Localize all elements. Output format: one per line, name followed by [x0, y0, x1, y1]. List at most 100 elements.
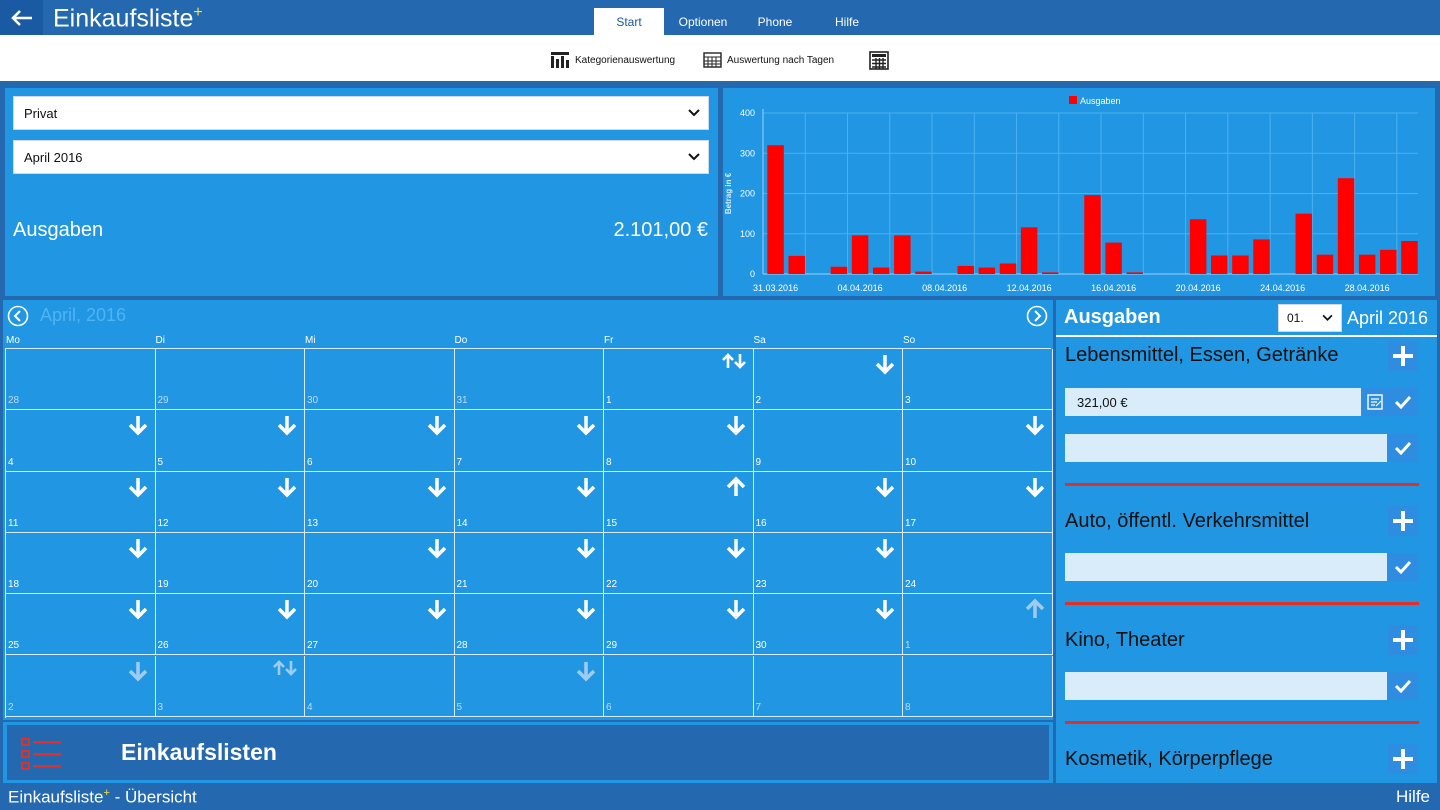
calendar-day-cell[interactable]: 14 [454, 471, 604, 533]
month-select[interactable]: April 2016 [13, 140, 709, 174]
chart-bar[interactable] [915, 271, 932, 274]
calendar-day-cell[interactable]: 26 [155, 594, 305, 656]
calendar-day-cell[interactable]: 10 [903, 410, 1053, 472]
chart-bar[interactable] [767, 145, 784, 274]
kategorienauswertung-button[interactable]: Kategorienauswertung [550, 50, 675, 70]
calendar-day-cell[interactable]: 7 [454, 410, 604, 472]
chart-bar[interactable] [1211, 255, 1228, 274]
chart-bar[interactable] [1126, 272, 1143, 274]
calendar-day-cell[interactable]: 8 [604, 410, 754, 472]
back-button[interactable] [0, 0, 43, 35]
calendar-day-cell[interactable]: 25 [6, 594, 156, 656]
calendar-day-cell[interactable]: 30 [305, 349, 455, 411]
add-kino-button[interactable] [1388, 625, 1418, 655]
calendar-day-cell[interactable]: 30 [753, 594, 903, 656]
tab-phone[interactable]: Phone [757, 14, 793, 29]
chart-bar[interactable] [978, 267, 996, 274]
calendar-day-cell[interactable]: 6 [305, 410, 455, 472]
chart-bar[interactable] [1084, 195, 1101, 274]
calendar-day-cell[interactable]: 23 [753, 532, 903, 595]
calendar-day-cell[interactable]: 12 [155, 471, 305, 533]
confirm-new-entry-button[interactable] [1388, 434, 1418, 462]
chart-bar[interactable] [1105, 242, 1122, 274]
chart-bar[interactable] [1020, 227, 1038, 274]
expense-entry-field[interactable]: 321,00 € [1065, 388, 1361, 416]
calendar-day-cell[interactable]: 19 [155, 532, 305, 595]
tab-start[interactable]: Start [594, 8, 664, 35]
chart-bar[interactable] [957, 265, 974, 274]
calendar-day-cell[interactable]: 16 [753, 471, 903, 533]
chart-bar[interactable] [1337, 178, 1355, 274]
day-number: 6 [606, 701, 612, 713]
calendar-day-cell[interactable]: 13 [305, 471, 455, 533]
day-number: 17 [905, 517, 917, 529]
chart-bar[interactable] [1253, 239, 1270, 274]
calculator-button[interactable] [869, 50, 894, 70]
calendar-day-cell[interactable]: 27 [305, 594, 455, 656]
calendar-day-cell[interactable]: 24 [903, 532, 1053, 595]
chart-bar[interactable] [1380, 249, 1397, 274]
account-select[interactable]: Privat [13, 96, 709, 130]
day-number: 20 [307, 579, 319, 591]
prev-month-button[interactable] [7, 305, 29, 327]
chart-bar[interactable] [999, 263, 1017, 274]
calendar-day-cell[interactable]: 31 [454, 349, 604, 411]
next-month-button[interactable] [1026, 305, 1048, 327]
day-status-icon [575, 414, 597, 441]
chart-bar[interactable] [1042, 272, 1059, 274]
add-kosmetik-button[interactable] [1388, 744, 1418, 774]
chart-bar[interactable] [830, 266, 848, 274]
chart-bar[interactable] [1316, 254, 1334, 274]
chart-bar[interactable] [1232, 255, 1249, 274]
new-entry-input[interactable] [1065, 553, 1387, 581]
calendar-day-cell[interactable]: 1 [903, 594, 1053, 656]
calendar-day-cell[interactable]: 20 [305, 532, 455, 595]
help-link[interactable]: Hilfe [1395, 787, 1430, 806]
chart-bar[interactable] [894, 235, 911, 274]
tab-hilfe[interactable]: Hilfe [834, 14, 859, 29]
chart-bar[interactable] [851, 235, 869, 274]
calendar-day-cell[interactable]: 15 [604, 471, 754, 533]
chart-bar[interactable] [1295, 213, 1313, 274]
chart-bar[interactable] [872, 267, 890, 274]
calendar-day-cell[interactable]: 5 [454, 655, 604, 717]
calendar-day-cell[interactable]: 2 [6, 655, 156, 717]
tab-optionen[interactable]: Optionen [678, 14, 728, 29]
calendar-day-cell[interactable]: 18 [6, 532, 156, 595]
calendar-day-cell[interactable]: 29 [155, 349, 305, 411]
day-number: 25 [8, 640, 20, 652]
calendar-day-cell[interactable]: 9 [753, 410, 903, 472]
add-lebensmittel-button[interactable] [1388, 341, 1418, 371]
calendar-day-cell[interactable]: 7 [753, 655, 903, 717]
calendar-day-cell[interactable]: 28 [454, 594, 604, 656]
auswertung-tagen-button[interactable]: Auswertung nach Tagen [703, 50, 834, 70]
confirm-new-entry-button[interactable] [1388, 553, 1418, 581]
calendar-day-cell[interactable]: 11 [6, 471, 156, 533]
new-entry-input[interactable] [1065, 672, 1387, 700]
chart-bar[interactable] [1189, 219, 1207, 274]
calendar-day-cell[interactable]: 29 [604, 594, 754, 656]
day-select[interactable]: 01. [1278, 304, 1342, 332]
confirm-new-entry-button[interactable] [1388, 672, 1418, 700]
new-entry-input[interactable] [1065, 434, 1387, 462]
calendar-day-cell[interactable]: 6 [604, 655, 754, 717]
add-auto-button[interactable] [1388, 506, 1418, 536]
calendar-day-cell[interactable]: 28 [6, 349, 156, 411]
calendar-day-cell[interactable]: 3 [903, 349, 1053, 411]
chart-bar[interactable] [1358, 254, 1376, 274]
calendar-day-cell[interactable]: 2 [753, 349, 903, 411]
calendar-day-cell[interactable]: 22 [604, 532, 754, 595]
calendar-day-cell[interactable]: 4 [305, 655, 455, 717]
chart-bar[interactable] [1401, 240, 1418, 274]
calendar-day-cell[interactable]: 21 [454, 532, 604, 595]
calendar-day-cell[interactable]: 3 [155, 655, 305, 717]
einkaufslisten-button[interactable]: Einkaufslisten [7, 725, 1049, 780]
calendar-day-cell[interactable]: 5 [155, 410, 305, 472]
edit-entry-button[interactable] [1362, 388, 1388, 416]
calendar-day-cell[interactable]: 8 [903, 655, 1053, 717]
calendar-day-cell[interactable]: 17 [903, 471, 1053, 533]
chart-bar[interactable] [788, 255, 805, 274]
calendar-day-cell[interactable]: 1 [604, 349, 754, 411]
calendar-day-cell[interactable]: 4 [6, 410, 156, 472]
confirm-entry-button[interactable] [1388, 388, 1418, 416]
